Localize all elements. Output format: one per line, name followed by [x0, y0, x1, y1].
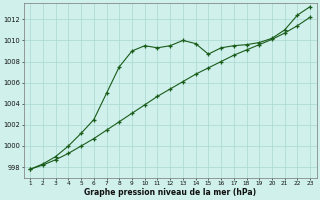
X-axis label: Graphe pression niveau de la mer (hPa): Graphe pression niveau de la mer (hPa) — [84, 188, 256, 197]
